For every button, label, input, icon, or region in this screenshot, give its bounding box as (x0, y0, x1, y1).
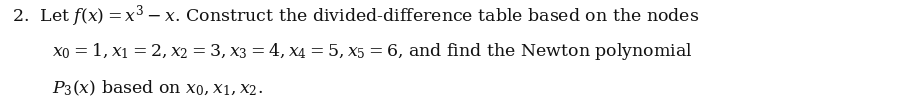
Text: $P_3(x)$ based on $x_0, x_1, x_2$.: $P_3(x)$ based on $x_0, x_1, x_2$. (52, 78, 263, 97)
Text: 2.  Let $f(x) = x^3 - x$. Construct the divided-difference table based on the no: 2. Let $f(x) = x^3 - x$. Construct the d… (12, 3, 699, 29)
Text: $x_0 = 1, x_1 = 2, x_2 = 3, x_3 = 4, x_4 = 5, x_5 = 6$, and find the Newton poly: $x_0 = 1, x_1 = 2, x_2 = 3, x_3 = 4, x_4… (52, 41, 692, 62)
